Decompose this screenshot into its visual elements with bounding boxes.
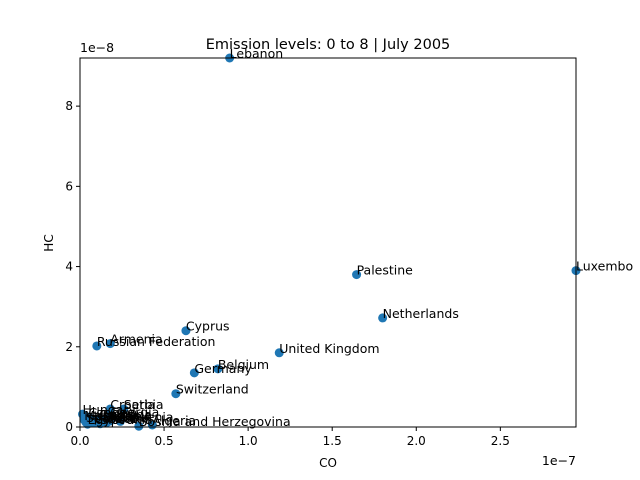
data-point <box>88 416 98 426</box>
x-tick-label: 2.0 <box>407 434 426 448</box>
x-tick-label: 0.5 <box>155 434 174 448</box>
point-label: Russian Federation <box>97 334 216 349</box>
data-point <box>213 364 223 374</box>
point-label: Hungary <box>83 402 137 417</box>
x-axis-ticks: 0.0 0.5 1.0 1.5 2.0 2.5 <box>70 427 510 448</box>
point-label: Croatia <box>110 397 155 412</box>
point-label: Slovenia <box>120 409 173 424</box>
point-label: Bulgaria <box>100 407 152 422</box>
point-labels-layer: Lebanon Luxembo Palestine Netherlands Cyprus… <box>83 46 634 429</box>
point-label: Czechia <box>88 405 137 420</box>
point-label: Macedonia <box>84 408 152 423</box>
point-label: Bosnia and Herzegovina <box>139 414 291 429</box>
y-axis-ticks: 0 2 4 6 8 <box>65 99 80 434</box>
data-point <box>105 404 115 414</box>
data-point <box>92 341 102 351</box>
point-label: Belgium <box>218 357 269 372</box>
point-label: Palestine <box>357 263 414 278</box>
point-label: Italy <box>110 409 138 424</box>
point-label: Switzerland <box>176 382 249 397</box>
point-label: Germany <box>194 361 252 376</box>
point-label: Spain <box>86 410 121 425</box>
point-label: United Kingdom <box>279 341 379 356</box>
y-tick-label: 8 <box>65 99 73 113</box>
x-tick-label: 1.5 <box>323 434 342 448</box>
point-label: Greece <box>93 411 138 426</box>
x-tick-label: 1.0 <box>239 434 258 448</box>
point-label: Egypt <box>88 412 124 427</box>
data-point <box>95 419 105 429</box>
point-label: Cyprus <box>186 319 230 334</box>
x-axis-exponent: 1e−7 <box>542 453 576 468</box>
plot-frame <box>79 57 577 428</box>
data-point <box>181 326 191 336</box>
point-label: Slovakia <box>100 412 152 427</box>
x-tick-label: 2.5 <box>491 434 510 448</box>
point-label: Netherlands <box>383 306 459 321</box>
chart-title: Emission levels: 0 to 8 | July 2005 <box>206 37 451 53</box>
y-tick-label: 4 <box>65 260 73 274</box>
point-label: Algeria <box>152 413 196 428</box>
point-label: Luxembo <box>576 259 633 274</box>
y-tick-label: 0 <box>65 420 73 434</box>
x-axis-label: CO <box>319 456 337 470</box>
points-layer <box>78 53 581 431</box>
data-point <box>352 270 362 280</box>
data-point <box>274 348 284 358</box>
point-label: Poland <box>107 411 149 426</box>
point-label: Serbia <box>124 397 164 412</box>
data-point <box>105 339 115 349</box>
point-label: Armenia <box>110 332 162 347</box>
x-tick-label: 0.0 <box>70 434 89 448</box>
y-tick-label: 2 <box>65 340 73 354</box>
data-point <box>134 421 144 431</box>
data-point <box>119 404 129 414</box>
point-label: Ukraine <box>93 409 142 424</box>
y-axis-exponent: 1e−8 <box>80 40 114 55</box>
point-label: Lebanon <box>230 46 284 61</box>
y-tick-label: 6 <box>65 179 73 193</box>
data-point <box>171 389 181 399</box>
data-point <box>102 418 112 428</box>
data-point <box>115 416 125 426</box>
point-label: Georgia <box>110 405 159 420</box>
data-point <box>378 313 388 323</box>
data-point <box>189 368 199 378</box>
y-axis-label: HC <box>42 234 56 251</box>
